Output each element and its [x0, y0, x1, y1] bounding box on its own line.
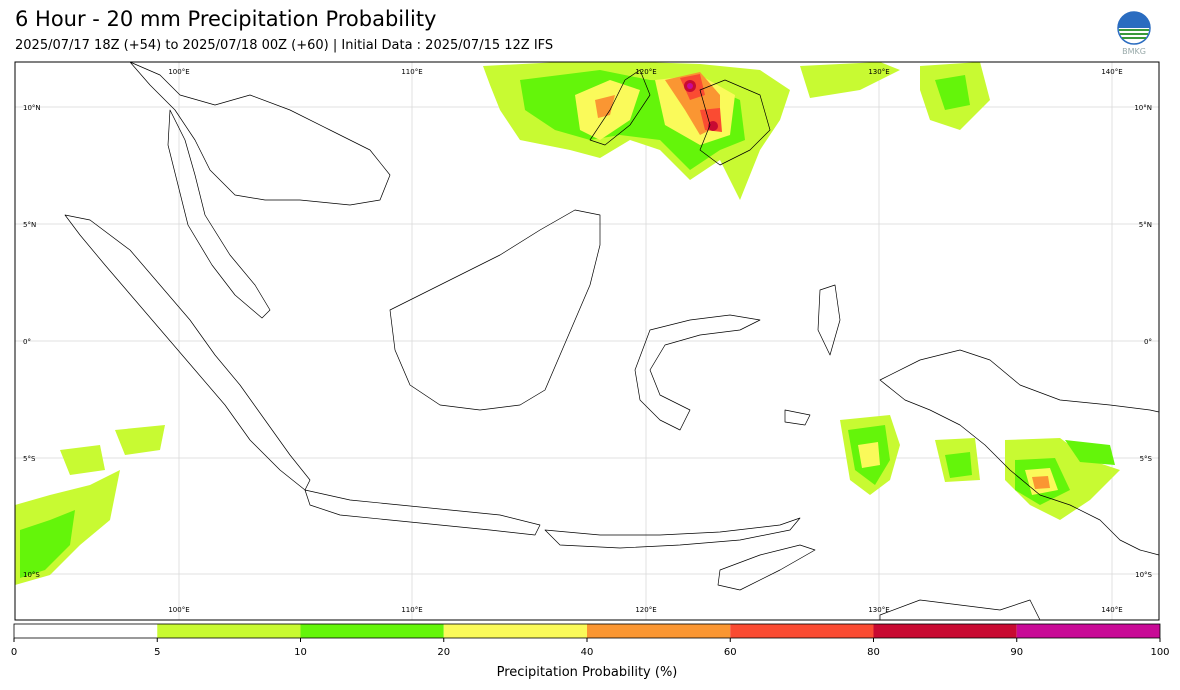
- indochina-outline: [129, 61, 391, 206]
- maluku-outline: [784, 284, 841, 426]
- colorbar-tick-label: 10: [294, 647, 307, 658]
- new-guinea-outline: [879, 349, 1160, 556]
- lat-label-right: 5°N: [1139, 221, 1152, 229]
- lon-label-top: 110°E: [401, 68, 422, 76]
- lat-label-right: 5°S: [1140, 455, 1153, 463]
- lon-label-top: 120°E: [635, 68, 656, 76]
- lat-label-right: 0°: [1144, 338, 1152, 346]
- lon-label-bottom: 100°E: [168, 606, 189, 614]
- lon-label-bottom: 140°E: [1101, 606, 1122, 614]
- lat-label-right: 10°S: [1135, 571, 1152, 579]
- logo-text: BMKG: [1122, 47, 1146, 56]
- map-title: 6 Hour - 20 mm Precipitation Probability: [15, 7, 437, 31]
- colorbar-bin: [730, 624, 874, 638]
- colorbar-bin: [157, 624, 301, 638]
- colorbar-tick-label: 40: [581, 647, 594, 658]
- colorbar-tick-label: 5: [154, 647, 160, 658]
- sulawesi-outline: [634, 314, 761, 431]
- java-outline: [304, 489, 541, 536]
- malay-peninsula-outline: [167, 109, 271, 319]
- australia-outline: [879, 599, 1041, 621]
- borneo-outline: [389, 209, 601, 411]
- colorbar-bin: [14, 624, 158, 638]
- sumatra-outline: [64, 214, 311, 491]
- lon-label-bottom: 130°E: [868, 606, 889, 614]
- lon-label-bottom: 110°E: [401, 606, 422, 614]
- lon-label-top: 130°E: [868, 68, 889, 76]
- lon-label-top: 100°E: [168, 68, 189, 76]
- colorbar-tick-label: 60: [724, 647, 737, 658]
- colorbar-bin: [300, 624, 444, 638]
- lat-label-left: 5°N: [23, 221, 36, 229]
- colorbar-tick-label: 80: [867, 647, 880, 658]
- bmkg-logo: BMKG: [1117, 11, 1151, 56]
- colorbar-tick-label: 90: [1010, 647, 1023, 658]
- timor-outline: [717, 544, 816, 591]
- colorbar-bin: [587, 624, 731, 638]
- lat-label-left: 10°N: [23, 104, 41, 112]
- map-frame: [14, 61, 1160, 621]
- colorbar-bin: [1016, 624, 1160, 638]
- colorbar-label: Precipitation Probability (%): [497, 665, 678, 680]
- lon-label-bottom: 120°E: [635, 606, 656, 614]
- lon-label-top: 140°E: [1101, 68, 1122, 76]
- lat-label-left: 0°: [23, 338, 31, 346]
- lat-label-right: 10°N: [1134, 104, 1152, 112]
- coastlines: [64, 61, 1160, 621]
- lat-label-left: 10°S: [23, 571, 40, 579]
- colorbar-bin: [443, 624, 587, 638]
- lat-label-left: 5°S: [23, 455, 36, 463]
- colorbar-tick-label: 0: [11, 647, 17, 658]
- map-subtitle: 2025/07/17 18Z (+54) to 2025/07/18 00Z (…: [15, 38, 554, 53]
- philippines-outline: [589, 69, 771, 166]
- colorbar-bin: [873, 624, 1017, 638]
- lesser-sunda-outline: [544, 517, 801, 549]
- colorbar: 0 5 10 20 40 60 80 90 100: [11, 623, 1170, 658]
- colorbar-tick-label: 100: [1150, 647, 1169, 658]
- colorbar-tick-label: 20: [437, 647, 450, 658]
- precip-field: [15, 62, 1120, 585]
